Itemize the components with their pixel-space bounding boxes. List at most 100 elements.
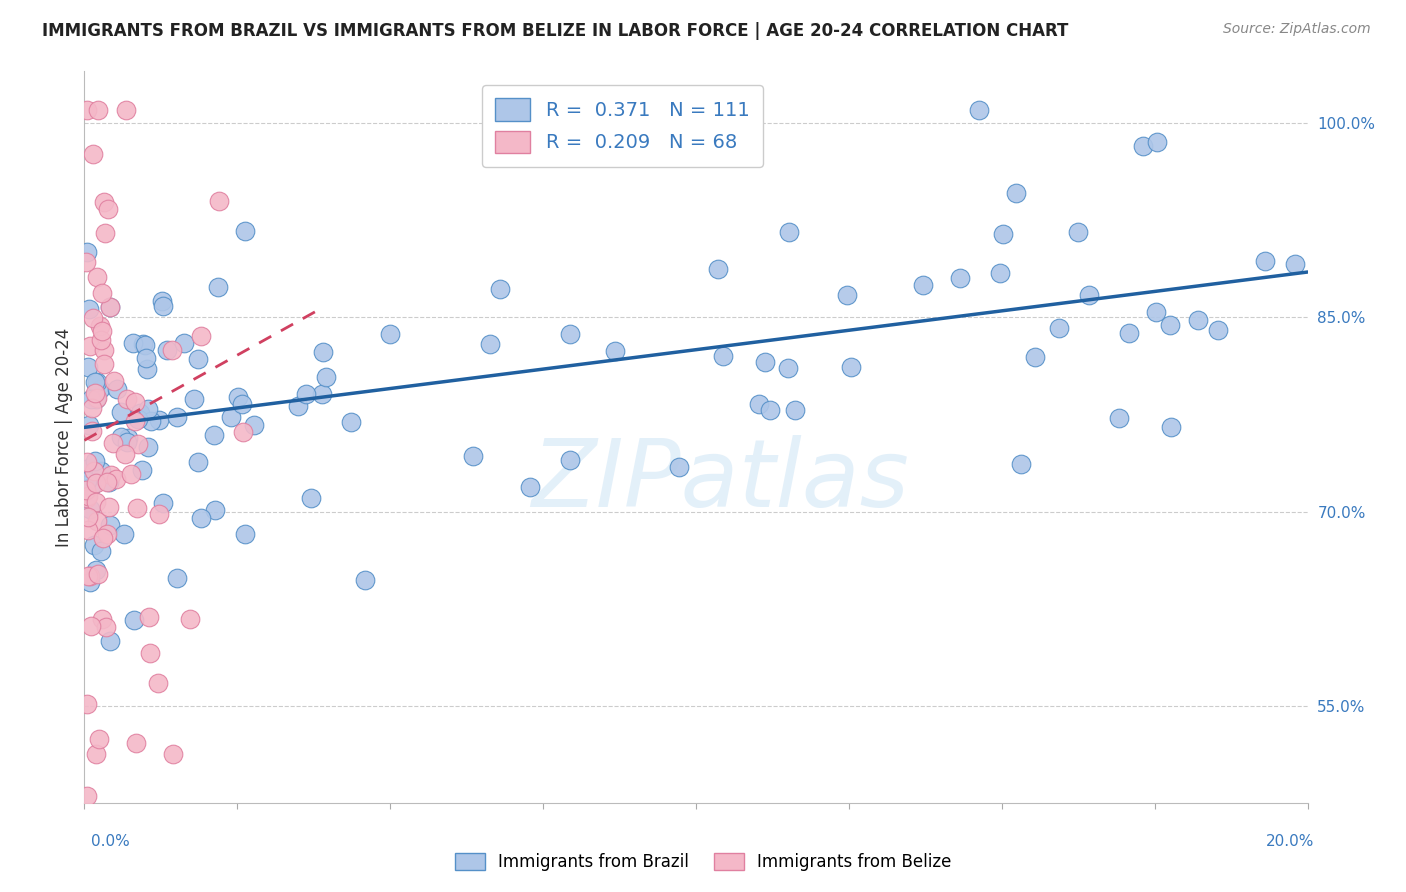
Text: Source: ZipAtlas.com: Source: ZipAtlas.com bbox=[1223, 22, 1371, 37]
Point bbox=[127, 411, 149, 425]
Point bbox=[132, 337, 155, 351]
Point bbox=[1132, 138, 1154, 153]
Point bbox=[315, 369, 337, 384]
Point bbox=[89, 544, 111, 558]
Point bbox=[461, 449, 484, 463]
Point bbox=[76, 474, 98, 488]
Point bbox=[75, 483, 97, 498]
Point bbox=[80, 392, 103, 406]
Point bbox=[136, 361, 159, 376]
Point bbox=[1010, 458, 1032, 472]
Point bbox=[993, 227, 1015, 241]
Point bbox=[86, 391, 108, 405]
Point bbox=[1077, 288, 1099, 302]
Point bbox=[86, 567, 108, 582]
Point bbox=[84, 376, 107, 390]
Point bbox=[156, 343, 179, 358]
Point bbox=[295, 387, 318, 401]
Point bbox=[76, 244, 98, 259]
Point bbox=[96, 527, 118, 541]
Point bbox=[84, 392, 107, 406]
Point bbox=[135, 351, 157, 365]
Point bbox=[87, 732, 110, 747]
Point bbox=[202, 428, 225, 442]
Point bbox=[949, 271, 972, 285]
Point bbox=[76, 510, 98, 524]
Point bbox=[231, 397, 253, 411]
Point bbox=[233, 224, 256, 238]
Point bbox=[125, 735, 148, 749]
Point bbox=[76, 489, 98, 503]
Point bbox=[76, 523, 98, 537]
Point bbox=[83, 464, 105, 478]
Point bbox=[91, 325, 114, 339]
Point bbox=[148, 413, 170, 427]
Point bbox=[86, 515, 108, 529]
Point bbox=[90, 464, 112, 478]
Point bbox=[219, 410, 242, 425]
Point bbox=[183, 392, 205, 406]
Text: 0.0%: 0.0% bbox=[91, 834, 131, 849]
Point bbox=[117, 431, 139, 445]
Point bbox=[1160, 420, 1182, 434]
Point bbox=[1066, 225, 1088, 239]
Point bbox=[489, 282, 512, 296]
Point bbox=[311, 386, 333, 401]
Point bbox=[79, 301, 101, 316]
Point bbox=[84, 747, 107, 761]
Point bbox=[136, 440, 159, 454]
Point bbox=[76, 568, 98, 582]
Point bbox=[86, 475, 108, 490]
Point bbox=[138, 610, 160, 624]
Point bbox=[125, 500, 148, 515]
Point bbox=[232, 425, 254, 439]
Point bbox=[120, 467, 142, 481]
Point bbox=[89, 383, 111, 397]
Point bbox=[124, 395, 146, 409]
Point bbox=[98, 500, 121, 514]
Point bbox=[287, 399, 309, 413]
Point bbox=[80, 401, 103, 416]
Point bbox=[124, 414, 146, 428]
Point bbox=[1004, 186, 1026, 201]
Point bbox=[166, 409, 188, 424]
Point bbox=[93, 357, 115, 371]
Point bbox=[1146, 135, 1168, 149]
Point bbox=[76, 455, 98, 469]
Point bbox=[1254, 254, 1277, 268]
Point bbox=[837, 287, 859, 301]
Point bbox=[354, 573, 377, 587]
Point bbox=[127, 437, 149, 451]
Point bbox=[89, 318, 111, 333]
Point bbox=[86, 103, 108, 118]
Point bbox=[340, 415, 363, 429]
Point bbox=[748, 397, 770, 411]
Point bbox=[668, 460, 690, 475]
Point bbox=[83, 385, 105, 400]
Point bbox=[80, 618, 103, 632]
Point bbox=[103, 374, 125, 388]
Point bbox=[759, 402, 782, 417]
Point bbox=[94, 226, 117, 240]
Point bbox=[82, 425, 104, 439]
Point bbox=[77, 360, 100, 375]
Point bbox=[76, 103, 98, 118]
Point bbox=[94, 620, 117, 634]
Point bbox=[77, 417, 100, 432]
Point bbox=[190, 511, 212, 525]
Point bbox=[1284, 257, 1306, 271]
Point bbox=[150, 293, 173, 308]
Point bbox=[783, 403, 806, 417]
Point bbox=[912, 278, 935, 293]
Point bbox=[128, 406, 150, 420]
Point bbox=[990, 266, 1012, 280]
Point bbox=[166, 571, 188, 585]
Point bbox=[86, 270, 108, 285]
Point bbox=[76, 491, 98, 505]
Point bbox=[173, 335, 195, 350]
Point bbox=[152, 496, 174, 510]
Point bbox=[115, 434, 138, 449]
Point bbox=[1144, 305, 1167, 319]
Point bbox=[754, 355, 776, 369]
Point bbox=[110, 430, 132, 444]
